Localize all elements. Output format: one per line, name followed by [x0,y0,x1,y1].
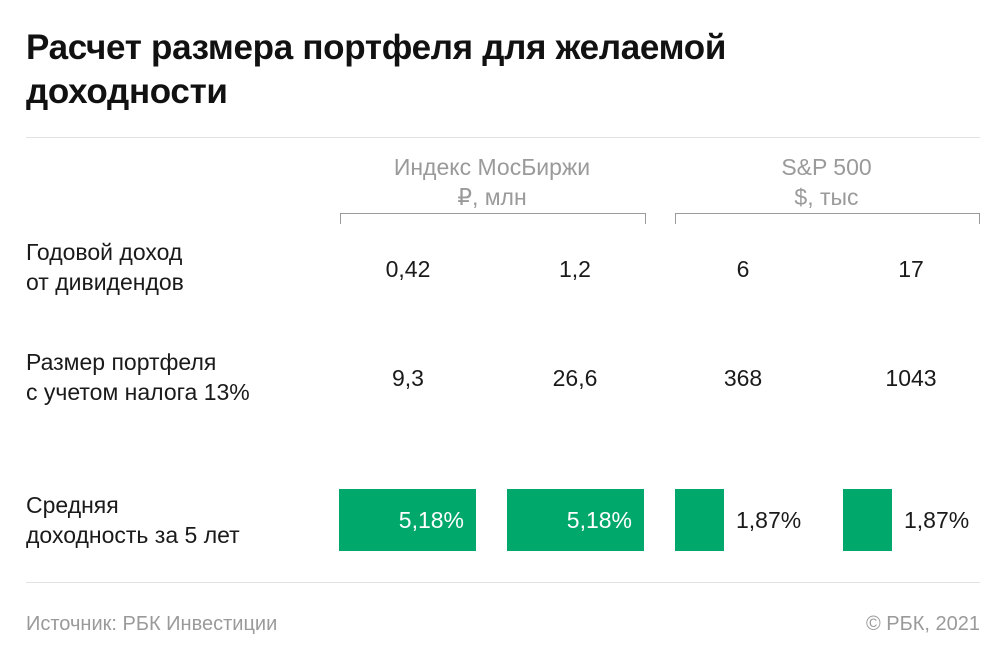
row-label-line: Годовой доход [26,239,183,265]
row-label-line: доходность за 5 лет [26,522,240,548]
yield-bar-1 [339,489,476,551]
cell-portfolio-4: 1043 [885,365,937,391]
row-label-yield: Средняя доходность за 5 лет [26,490,240,550]
group-name-moex: Индекс МосБиржи [393,154,591,180]
row-label-line: Размер портфеля [26,349,217,375]
row-label-line: от дивидендов [26,269,184,295]
bottom-divider [26,582,980,583]
group-unit-moex: ₽, млн [457,184,527,210]
group-header-moex: Индекс МосБиржи ₽, млн [340,152,644,212]
yield-bar-2 [507,489,644,551]
cell-portfolio-1: 9,3 [392,365,424,391]
yield-bar-3 [675,489,724,551]
yield-bar-label-1: 5,18% [398,507,464,533]
yield-bar-4 [843,489,892,551]
yield-bar-label-2: 5,18% [566,507,632,533]
cell-income-2: 1,2 [559,256,591,282]
cell-income-3: 6 [736,256,750,282]
yield-bar-label-4: 1,87% [904,507,970,533]
row-label-income: Годовой доход от дивидендов [26,237,184,297]
group-header-sp500: S&P 500 $, тыс [675,152,978,212]
cell-portfolio-2: 26,6 [552,365,598,391]
source-note: Источник: РБК Инвестиции [26,613,278,635]
group-bracket-moex [340,213,646,224]
group-unit-sp500: $, тыс [794,184,859,210]
group-bracket-sp500 [675,213,980,224]
yield-bar-label-3: 1,87% [736,507,802,533]
row-label-line: с учетом налога 13% [26,379,250,405]
cell-income-4: 17 [898,256,924,282]
copyright-note: © РБК, 2021 [865,613,980,635]
row-label-portfolio: Размер портфеля с учетом налога 13% [26,347,250,407]
chart-title: Расчет размера портфеля для желаемой дох… [26,28,727,111]
group-name-sp500: S&P 500 [781,154,872,180]
row-label-line: Средняя [26,492,119,518]
cell-portfolio-3: 368 [723,365,763,391]
cell-income-1: 0,42 [385,256,431,282]
top-divider [26,137,980,138]
